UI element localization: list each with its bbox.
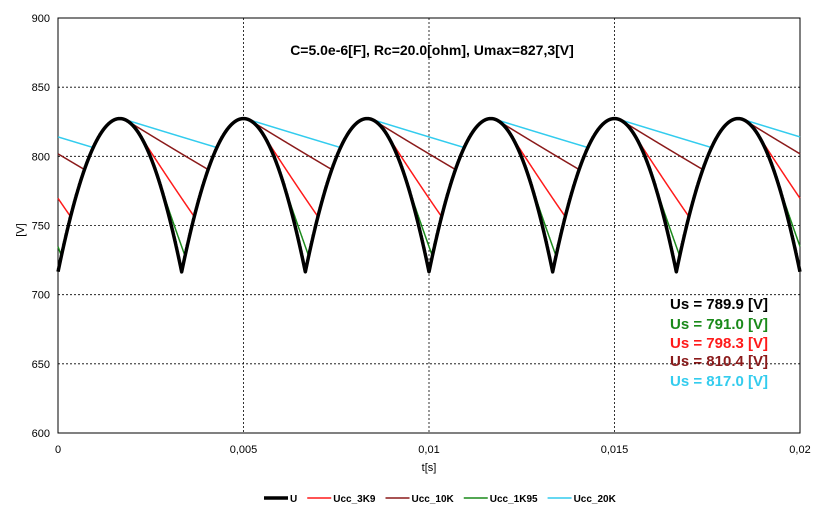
legend-label: Ucc_20K <box>574 494 617 505</box>
y-tick-label: 700 <box>32 290 50 302</box>
us-annotation: Us = 817.0 [V] <box>670 373 768 390</box>
legend-label: Ucc_10K <box>412 494 455 505</box>
legend: U Ucc_3K9 Ucc_10K Ucc_1K95 Ucc_20K <box>264 494 617 505</box>
series-lines <box>56 116 802 274</box>
x-tick-label: 0,005 <box>230 444 258 456</box>
y-tick-label: 850 <box>32 82 50 94</box>
series-line-ucc_3k9 <box>57 117 801 218</box>
y-tick-label: 900 <box>32 13 50 25</box>
y-tick-label: 650 <box>32 359 50 371</box>
x-tick-label: 0,01 <box>418 444 439 456</box>
y-tick-label: 600 <box>32 428 50 440</box>
grid <box>58 18 800 433</box>
series-line-ucc_20k <box>57 117 801 149</box>
us-annotation: Us = 791.0 [V] <box>670 316 768 333</box>
tick-labels: 600 650 700 750 800 850 900 0 0,005 0,01 0,015 0,02 <box>32 13 811 456</box>
chart-title: C=5.0e-6[F], Rc=20.0[ohm], Umax=827,3[V] <box>290 42 574 58</box>
series-line-u <box>56 116 802 274</box>
legend-label: Ucc_1K95 <box>490 494 538 505</box>
series-line-ucc_1k95 <box>57 117 801 257</box>
x-tick-label: 0,02 <box>789 444 810 456</box>
x-axis-label: t[s] <box>422 462 437 474</box>
y-tick-label: 800 <box>32 151 50 163</box>
legend-label: Ucc_3K9 <box>333 494 376 505</box>
us-annotation: Us = 798.3 [V] <box>670 335 768 352</box>
us-annotations: Us = 789.9 [V] Us = 791.0 [V] Us = 798.3 [… <box>670 296 768 390</box>
x-tick-label: 0,015 <box>601 444 629 456</box>
series-line-ucc_10k <box>57 117 801 171</box>
y-tick-label: 750 <box>32 221 50 233</box>
us-annotation: Us = 810.4 [V] <box>670 353 768 370</box>
us-annotation: Us = 789.9 [V] <box>670 296 768 313</box>
plot-area-border <box>57 17 801 434</box>
y-axis-label: [V] <box>15 223 27 236</box>
legend-label: U <box>290 494 297 505</box>
x-tick-label: 0 <box>55 444 61 456</box>
